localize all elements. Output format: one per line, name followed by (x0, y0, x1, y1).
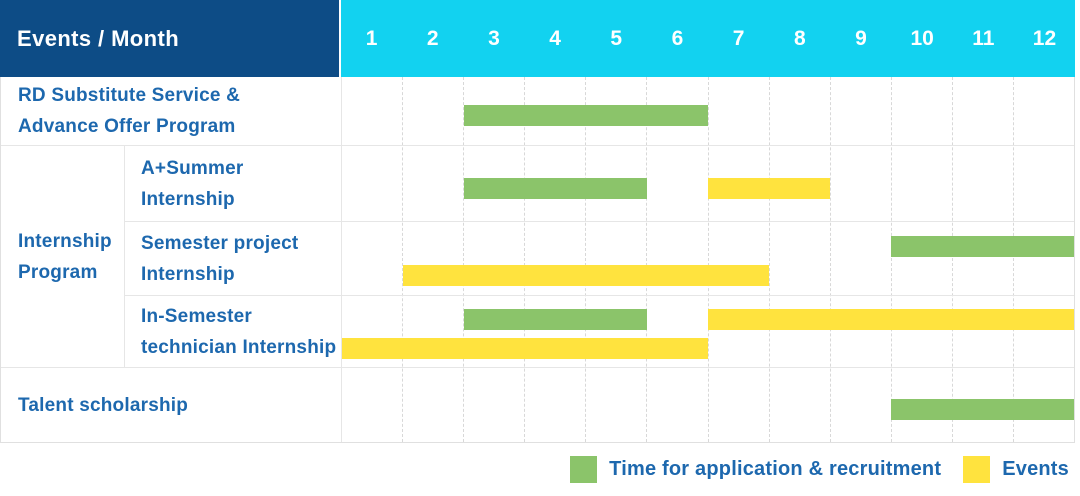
table-row: Talent scholarship (1, 367, 1074, 442)
row-label-line: A+Summer (141, 157, 244, 179)
table-row: A+Summer Internship (125, 146, 1074, 221)
row-label-line: Talent scholarship (18, 394, 189, 416)
row-chart-area (342, 296, 1074, 367)
row-label: Semester project Internship (125, 222, 342, 295)
row-label: A+Summer Internship (125, 146, 342, 221)
legend-label: Time for application & recruitment (609, 458, 942, 480)
row-label-line: technician Internship (141, 336, 337, 358)
bar-application-recruitment (464, 177, 647, 199)
legend-label: Events (1002, 458, 1069, 480)
month-label: 8 (793, 26, 806, 50)
table-row: Semester project Internship (125, 221, 1074, 295)
row-label: RD Substitute Service & Advance Offer Pro… (1, 77, 342, 145)
row-chart-area (342, 368, 1074, 442)
month-label: 4 (549, 26, 561, 50)
row-chart-area (342, 222, 1074, 295)
table-body: RD Substitute Service & Advance Offer Pro… (0, 77, 1075, 443)
month-label: 7 (732, 26, 745, 50)
bar-application-recruitment (891, 235, 1074, 257)
bar-events (342, 337, 708, 359)
legend-swatch-events (963, 456, 991, 483)
bar-events (708, 177, 830, 199)
bar-application-recruitment (464, 308, 647, 330)
row-label-line: RD Substitute Service & (18, 85, 241, 106)
row-label-line: Internship (141, 188, 235, 210)
month-label: 2 (426, 26, 439, 50)
row-label-line: Internship (141, 263, 235, 285)
row-chart-area (342, 146, 1074, 221)
bar-application-recruitment (464, 105, 708, 126)
table-title: Events / Month (0, 0, 341, 77)
month-header-strip: 1 2 3 4 5 6 7 8 9 10 11 12 (341, 0, 1075, 77)
month-label: 10 (910, 26, 934, 50)
row-label: Talent scholarship (1, 368, 342, 442)
group-label-line: Internship (18, 230, 112, 252)
month-label: 5 (610, 26, 623, 50)
row-chart-area (342, 77, 1074, 145)
month-label: 11 (972, 26, 995, 50)
legend-item-application: Time for application & recruitment (570, 456, 941, 483)
row-label: In-Semester technician Internship (125, 296, 342, 367)
group-label-line: Program (18, 261, 98, 283)
group-label: Internship Program (1, 146, 125, 367)
chart-legend: Time for application & recruitment Events (0, 443, 1075, 496)
month-label: 9 (855, 26, 867, 50)
table-row: In-Semester technician Internship (125, 295, 1074, 367)
month-label: 1 (365, 26, 378, 50)
month-label: 12 (1032, 26, 1057, 50)
bar-events (403, 264, 769, 286)
group-sub-rows: A+Summer Internship Semester project Intern… (125, 146, 1074, 367)
legend-swatch-application (570, 456, 598, 483)
month-label: 3 (488, 26, 500, 50)
table-header-row: Events / Month 1 2 3 4 5 6 7 8 9 10 11 12 (0, 0, 1075, 77)
row-label-line: Advance Offer Program (18, 116, 236, 137)
row-label-line: Semester project (141, 232, 299, 254)
table-row: RD Substitute Service & Advance Offer Pro… (1, 77, 1074, 145)
bar-application-recruitment (891, 399, 1074, 420)
bar-events (708, 308, 1074, 330)
month-label: 6 (671, 26, 684, 50)
events-month-table: Events / Month 1 2 3 4 5 6 7 8 9 10 11 12 RD Substi… (0, 0, 1075, 443)
row-label-line: In-Semester (141, 305, 252, 327)
table-group-row: Internship Program A+Summer Internship Semes… (1, 145, 1074, 367)
legend-item-events: Events (963, 456, 1069, 483)
